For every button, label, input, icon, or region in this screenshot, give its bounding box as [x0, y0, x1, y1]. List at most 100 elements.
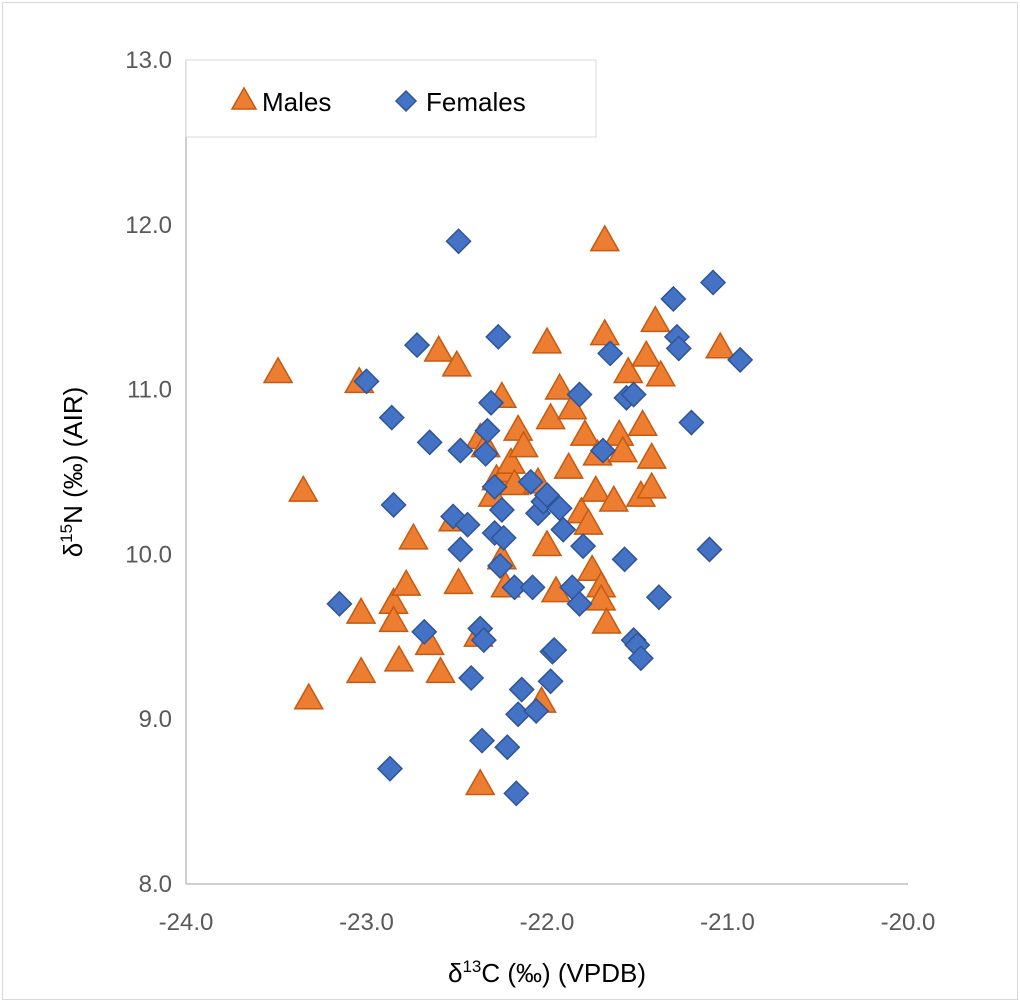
x-tick-label: -22.0 [520, 909, 575, 936]
female-point [447, 536, 474, 563]
x-axis-title-sup: 13 [462, 957, 481, 976]
female-point [541, 636, 568, 664]
data-points [262, 224, 754, 807]
y-tick-label: 10.0 [125, 541, 172, 568]
female-point [485, 323, 512, 350]
male-point [262, 356, 294, 384]
female-point [458, 664, 485, 692]
female-point [550, 516, 577, 543]
legend-males-marker [230, 86, 258, 110]
male-point [495, 446, 527, 474]
female-point [696, 536, 723, 563]
male-point [345, 656, 377, 684]
female-point [380, 491, 407, 519]
x-axis-title: δ13C (‰) (VPDB) [448, 957, 646, 988]
male-point [636, 471, 667, 499]
female-point [678, 409, 705, 436]
x-tick-label: -20.0 [881, 909, 936, 936]
male-point [603, 418, 635, 446]
female-point [501, 574, 528, 601]
female-point [645, 584, 672, 611]
male-point [589, 224, 621, 252]
female-point [566, 381, 593, 408]
female-point [620, 381, 647, 408]
female-point [699, 269, 727, 296]
male-point [569, 418, 601, 446]
legend-box [185, 59, 597, 138]
female-point [597, 340, 624, 367]
male-point [531, 529, 563, 557]
female-point [570, 533, 597, 560]
y-axis-title-rest: N (‰) (AIR) [58, 387, 88, 524]
y-tick-label: 12.0 [125, 212, 172, 239]
male-point [591, 606, 622, 634]
female-point [503, 780, 530, 807]
male-point [293, 682, 325, 710]
female-point [490, 524, 517, 551]
female-point [474, 417, 501, 444]
male-point [423, 334, 454, 362]
female-point [566, 590, 593, 617]
male-point [441, 349, 473, 377]
female-point [488, 496, 515, 523]
x-axis-title-rest: C (‰) (VPDB) [481, 958, 646, 988]
male-point [288, 474, 319, 502]
female-point [611, 546, 638, 573]
male-point [640, 305, 671, 333]
male-point [508, 430, 539, 458]
x-tick-label: -23.0 [339, 909, 394, 936]
female-point [517, 468, 544, 495]
male-point [585, 583, 617, 611]
x-axis-title-prefix: δ [448, 958, 462, 988]
male-point [573, 507, 604, 535]
female-point [537, 668, 564, 695]
female-point [326, 590, 353, 617]
male-point [704, 331, 736, 359]
male-point [580, 474, 612, 502]
female-point [533, 482, 561, 509]
x-tick-label: -24.0 [159, 909, 214, 936]
y-tick-label: 13.0 [125, 47, 172, 74]
male-point [576, 554, 608, 581]
female-point [481, 473, 508, 500]
male-point [607, 435, 639, 463]
axes [185, 60, 908, 885]
females-series [326, 228, 754, 807]
male-point [345, 596, 377, 624]
female-point [627, 645, 654, 672]
male-point [598, 484, 630, 512]
female-point [403, 332, 431, 359]
male-point [627, 409, 658, 436]
male-point [378, 605, 409, 633]
female-point [487, 552, 514, 579]
male-point [398, 522, 429, 550]
female-point [416, 429, 443, 456]
y-tick-label: 9.0 [139, 706, 172, 733]
female-point [353, 368, 380, 395]
female-point [470, 627, 497, 654]
female-point [508, 676, 535, 703]
male-point [645, 359, 677, 387]
female-point [589, 437, 617, 464]
male-point [553, 451, 584, 479]
y-tick-label: 8.0 [139, 871, 172, 898]
female-point [494, 734, 521, 761]
male-point [502, 414, 534, 441]
male-point [464, 768, 496, 796]
female-point [523, 697, 550, 725]
male-point [425, 656, 456, 684]
legend: Males Females [185, 59, 597, 138]
y-tick-label: 11.0 [127, 377, 172, 404]
female-point [477, 389, 505, 416]
female-point [411, 618, 438, 645]
female-point [454, 511, 481, 538]
male-point [531, 326, 563, 354]
male-point [443, 567, 474, 595]
male-point [535, 402, 566, 430]
female-point [376, 755, 404, 782]
y-axis-title-sup: 15 [57, 524, 76, 543]
y-axis-title: δ15N (‰) (AIR) [57, 387, 88, 558]
female-point [519, 574, 546, 601]
